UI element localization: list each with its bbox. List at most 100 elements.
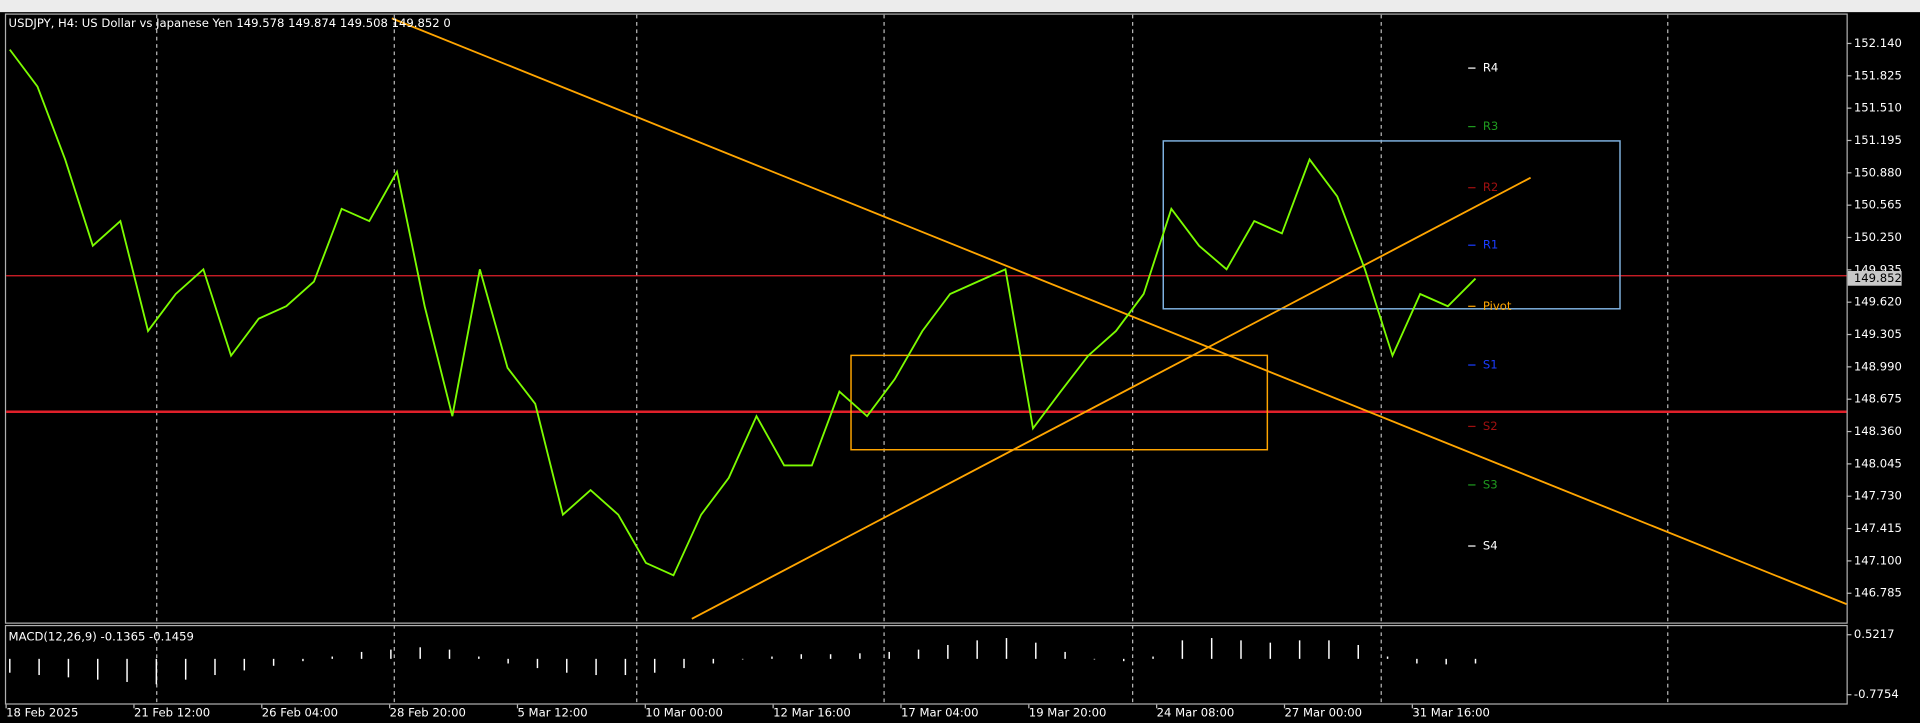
trend-line[interactable] — [391, 17, 1847, 605]
macd-bar — [419, 647, 421, 659]
macd-bar — [331, 656, 333, 659]
x-tick-label: 18 Feb 2025 — [6, 706, 78, 720]
x-tick-label: 12 Mar 16:00 — [773, 706, 851, 720]
macd-bar — [566, 658, 568, 673]
macd-bar — [1035, 642, 1037, 659]
macd-bar — [1328, 640, 1330, 659]
macd-bar — [1181, 640, 1184, 659]
macd-bar — [1474, 658, 1477, 664]
y-tick-label: 148.675 — [1854, 392, 1902, 406]
macd-bar — [624, 658, 627, 676]
macd-bar — [683, 658, 685, 669]
macd-bar — [829, 654, 832, 659]
price-line — [9, 49, 1477, 577]
macd-bar — [38, 658, 40, 676]
pivot-label: R3 — [1483, 119, 1498, 133]
y-tick-label: 147.415 — [1854, 521, 1902, 535]
trend-line[interactable] — [691, 176, 1532, 620]
macd-bar — [1357, 644, 1359, 659]
x-tick-label: 24 Mar 08:00 — [1157, 706, 1235, 720]
main-frame — [4, 13, 1848, 624]
macd-bar — [214, 658, 216, 676]
macd-frame — [4, 624, 1848, 705]
macd-bar — [1269, 642, 1272, 659]
pivot-label: R1 — [1483, 238, 1498, 252]
macd-bar — [1123, 658, 1125, 662]
x-tick-label: 27 Mar 00:00 — [1284, 706, 1362, 720]
x-tick-label: 21 Feb 12:00 — [134, 706, 210, 720]
macd-bar — [1152, 656, 1154, 659]
macd-bar — [184, 658, 187, 680]
macd-bar — [126, 658, 128, 682]
y-tick-label: 150.880 — [1854, 165, 1902, 179]
y-tick-label: 148.360 — [1854, 424, 1902, 438]
pivot-label: R4 — [1483, 61, 1498, 75]
chart-title: USDJPY, H4: US Dollar vs Japanese Yen 14… — [9, 16, 451, 30]
y-tick-label: 150.250 — [1854, 230, 1902, 244]
pivot-label: R2 — [1483, 180, 1498, 194]
macd-bar — [67, 658, 70, 678]
y-tick-label: -0.7754 — [1854, 687, 1899, 701]
x-tick-label: 19 Mar 20:00 — [1029, 706, 1107, 720]
macd-title: MACD(12,26,9) -0.1365 -0.1459 — [9, 630, 194, 644]
x-tick-label: 31 Mar 16:00 — [1412, 706, 1490, 720]
macd-bar — [859, 653, 861, 659]
macd-bar — [478, 656, 480, 659]
y-tick-label: 149.305 — [1854, 327, 1902, 341]
y-tick-label: 147.100 — [1854, 553, 1902, 567]
macd-bar — [1064, 651, 1066, 659]
macd-bar — [536, 658, 539, 669]
y-tick-label: 146.785 — [1854, 586, 1902, 600]
y-tick-label: 148.045 — [1854, 456, 1902, 470]
macd-bar — [507, 658, 509, 664]
macd-bar — [390, 649, 392, 659]
macd-bar — [595, 658, 597, 676]
grid — [156, 14, 1669, 704]
pivot-label: S1 — [1483, 358, 1498, 372]
macd-bar — [947, 644, 949, 659]
y-tick-label: 151.510 — [1854, 101, 1902, 115]
macd-bar — [1210, 638, 1213, 659]
macd-bar — [712, 658, 715, 664]
macd-bar — [243, 658, 246, 671]
macd-bar — [1416, 658, 1418, 664]
y-tick-label: 149.620 — [1854, 295, 1902, 309]
y-tick-label: 152.140 — [1854, 36, 1902, 50]
y-tick-label: 151.825 — [1854, 68, 1902, 82]
pivot-label: S4 — [1483, 539, 1498, 553]
macd-bar — [1005, 638, 1008, 659]
macd-bar — [155, 658, 158, 685]
background — [0, 12, 1920, 723]
macd-bar — [302, 658, 304, 662]
last-price-label: 149.852 — [1854, 271, 1902, 285]
macd-bar — [448, 649, 451, 659]
y-tick-label: 148.990 — [1854, 359, 1902, 373]
toolbar[interactable] — [0, 0, 1920, 13]
macd-bar — [1240, 640, 1242, 659]
x-tick-label: 17 Mar 04:00 — [901, 706, 979, 720]
x-tick-label: 5 Mar 12:00 — [517, 706, 587, 720]
macd-bar — [771, 656, 773, 659]
macd-bar — [888, 651, 890, 659]
range-box[interactable] — [1162, 140, 1621, 310]
macd-bar — [1386, 656, 1389, 659]
macd-bar — [97, 658, 99, 680]
macd-bar — [917, 649, 920, 659]
x-tick-label: 26 Feb 04:00 — [262, 706, 338, 720]
pivot-label: S2 — [1483, 419, 1498, 433]
y-tick-label: 147.730 — [1854, 489, 1902, 503]
y-tick-label: 150.565 — [1854, 198, 1902, 212]
x-tick-label: 10 Mar 00:00 — [645, 706, 723, 720]
macd-bar — [1445, 658, 1447, 665]
macd-bar — [800, 654, 803, 659]
macd-bar — [272, 658, 275, 666]
macd-bar — [976, 640, 978, 659]
pivot-label: S3 — [1483, 477, 1498, 491]
x-tick-label: 28 Feb 20:00 — [390, 706, 466, 720]
macd-bar — [360, 651, 363, 659]
macd-bar — [1093, 658, 1096, 660]
macd-bar — [9, 658, 11, 673]
y-tick-label: 151.195 — [1854, 133, 1902, 147]
